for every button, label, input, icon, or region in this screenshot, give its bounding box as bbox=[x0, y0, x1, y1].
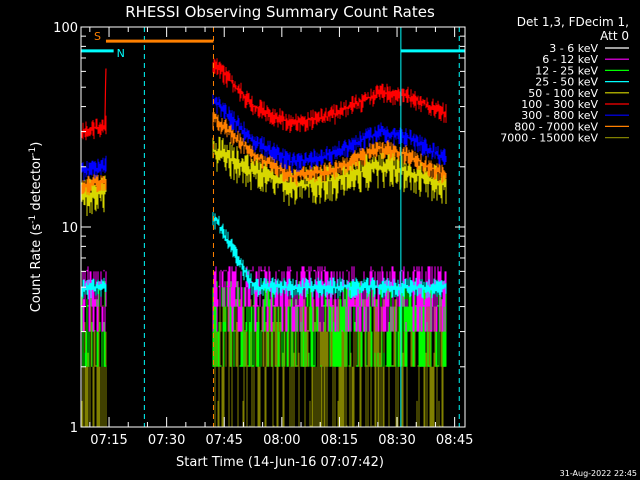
y-axis-label-part-1: Count Rate (s bbox=[29, 224, 44, 313]
chart-title: RHESSI Observing Summary Count Rates bbox=[125, 3, 435, 21]
legend-header-line-2: Att 0 bbox=[600, 29, 629, 43]
footer-timestamp: 31-Aug-2022 22:45 bbox=[560, 469, 637, 478]
x-tick-label: 08:45 bbox=[436, 433, 473, 448]
flag-label-s: S bbox=[94, 30, 101, 43]
flag-label-n: N bbox=[117, 47, 125, 60]
legend-label-5: 50 - 100 keV bbox=[528, 87, 598, 100]
legend-label-3: 12 - 25 keV bbox=[535, 64, 598, 77]
y-axis-label: Count Rate (s-1 detector-1) bbox=[28, 142, 44, 313]
y-axis-label-part-2: detector bbox=[29, 155, 44, 215]
y-axis-label-superscript-1: -1 bbox=[28, 215, 38, 224]
legend-label-7: 300 - 800 keV bbox=[521, 109, 598, 122]
x-tick-label: 08:15 bbox=[321, 433, 358, 448]
legend-label-6: 100 - 300 keV bbox=[521, 98, 598, 111]
flare-spike-trace bbox=[104, 68, 107, 129]
legend-label-9: 7000 - 15000 keV bbox=[500, 132, 598, 145]
y-tick-label: 1 bbox=[70, 421, 78, 436]
data-layer bbox=[80, 58, 447, 427]
legend-label-4: 25 - 50 keV bbox=[535, 76, 598, 89]
legend-label-2: 6 - 12 keV bbox=[542, 53, 598, 66]
x-tick-label: 08:00 bbox=[263, 433, 300, 448]
x-axis-label: Start Time (14-Jun-16 07:07:42) bbox=[176, 455, 384, 470]
flag-layer: SN bbox=[81, 27, 465, 427]
x-tick-label: 08:30 bbox=[378, 433, 415, 448]
legend-label-1: 3 - 6 keV bbox=[549, 42, 598, 55]
x-tick-label: 07:30 bbox=[148, 433, 185, 448]
legend-header-line-1: Det 1,3, FDecim 1, bbox=[517, 15, 629, 29]
tick-layer: 1 10 100 07:15 07:30 07:45 08:00 08:15 08:30 08:4… bbox=[53, 21, 473, 448]
y-tick-label: 100 bbox=[53, 21, 78, 36]
x-tick-label: 07:15 bbox=[90, 433, 127, 448]
y-axis-label-part-3: ) bbox=[29, 142, 44, 147]
legend-label-8: 800 - 7000 keV bbox=[514, 120, 598, 133]
y-tick-label: 10 bbox=[61, 221, 78, 236]
x-tick-label: 07:45 bbox=[205, 433, 242, 448]
y-axis-label-superscript-2: -1 bbox=[28, 147, 38, 156]
